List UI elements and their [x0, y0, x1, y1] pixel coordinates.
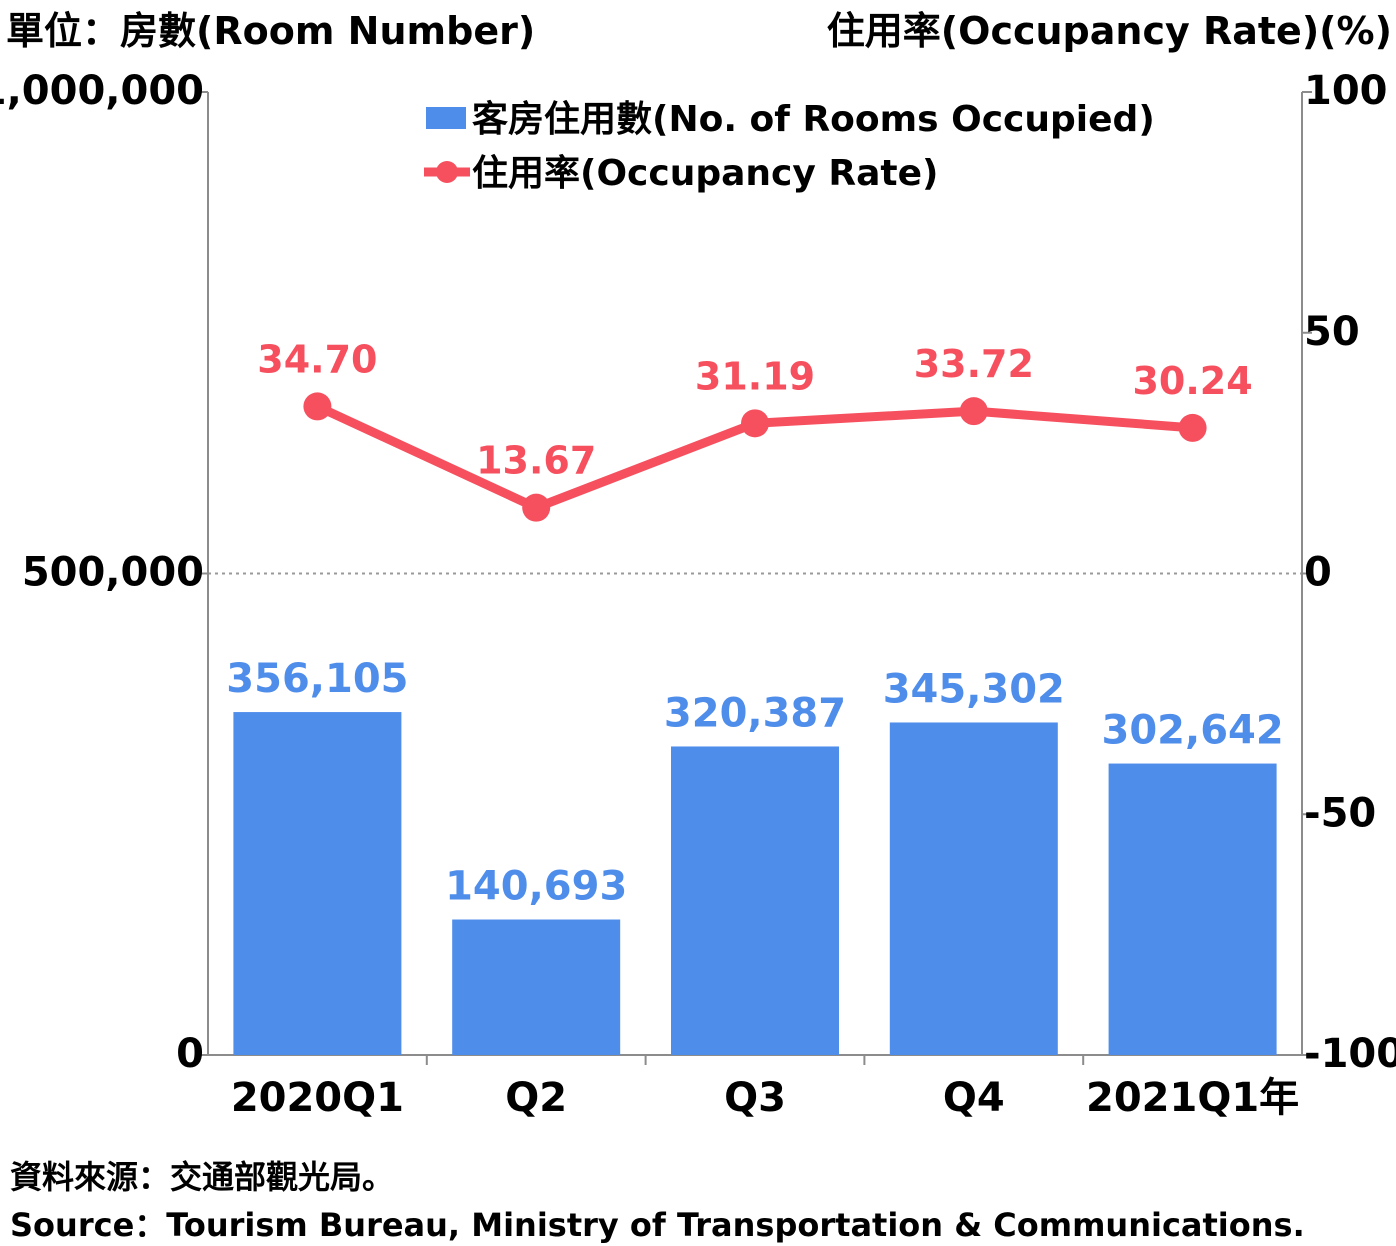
occupancy-point — [522, 493, 551, 522]
left-tick-label: 500,000 — [22, 550, 204, 596]
right-tick-label: -50 — [1304, 790, 1376, 836]
legend: 客房住用數(No. of Rooms Occupied) 住用率(Occupan… — [424, 99, 1155, 194]
occupancy-value-label: 31.19 — [695, 354, 815, 398]
source-note-en: Source：Tourism Bureau, Ministry of Trans… — [10, 1206, 1305, 1244]
bar — [452, 919, 621, 1055]
bar — [1108, 763, 1277, 1055]
occupancy-point — [1178, 413, 1207, 442]
legend-line-label: 住用率(Occupancy Rate) — [472, 153, 939, 194]
plot-area: 0 500,000 1,000,000 -100 -50 0 50 100 356,105 140… — [0, 68, 1396, 1121]
right-tick-label: 100 — [1304, 68, 1388, 114]
x-category-label: Q3 — [724, 1075, 786, 1121]
legend-line-marker — [436, 161, 458, 183]
occupancy-value-label: 34.70 — [257, 337, 377, 381]
right-tick-label: -100 — [1304, 1031, 1396, 1077]
bar-value-label: 320,387 — [664, 690, 846, 736]
bar-value-label: 345,302 — [883, 666, 1065, 712]
source-note-zh: 資料來源：交通部觀光局。 — [10, 1158, 395, 1196]
occupancy-point — [741, 409, 769, 438]
left-tick-label: 0 — [176, 1031, 204, 1077]
legend-bar-swatch — [426, 107, 466, 129]
right-tick-label: 0 — [1304, 550, 1332, 596]
x-category-label: 2021Q1年 — [1086, 1075, 1299, 1121]
bar — [233, 712, 402, 1055]
right-axis-unit: 住用率(Occupancy Rate)(%) — [827, 9, 1392, 53]
x-category-label: Q2 — [505, 1075, 567, 1121]
occupancy-point — [303, 392, 332, 421]
x-category-label: 2020Q1 — [231, 1075, 404, 1121]
occupancy-value-label: 33.72 — [914, 342, 1034, 386]
occupancy-value-label: 30.24 — [1132, 359, 1252, 403]
occupancy-point — [959, 397, 988, 426]
legend-bar-label: 客房住用數(No. of Rooms Occupied) — [472, 99, 1155, 140]
right-tick-label: 50 — [1304, 309, 1360, 355]
left-axis-unit: 單位：房數(Room Number) — [6, 9, 535, 53]
bar — [671, 746, 839, 1055]
bar — [889, 722, 1058, 1055]
bar-value-label: 302,642 — [1102, 708, 1284, 754]
left-tick-label: 1,000,000 — [0, 68, 204, 114]
bar-value-label: 140,693 — [445, 864, 627, 910]
bar-value-label: 356,105 — [226, 656, 408, 702]
occupancy-value-label: 13.67 — [476, 439, 596, 483]
x-category-label: Q4 — [943, 1075, 1005, 1121]
